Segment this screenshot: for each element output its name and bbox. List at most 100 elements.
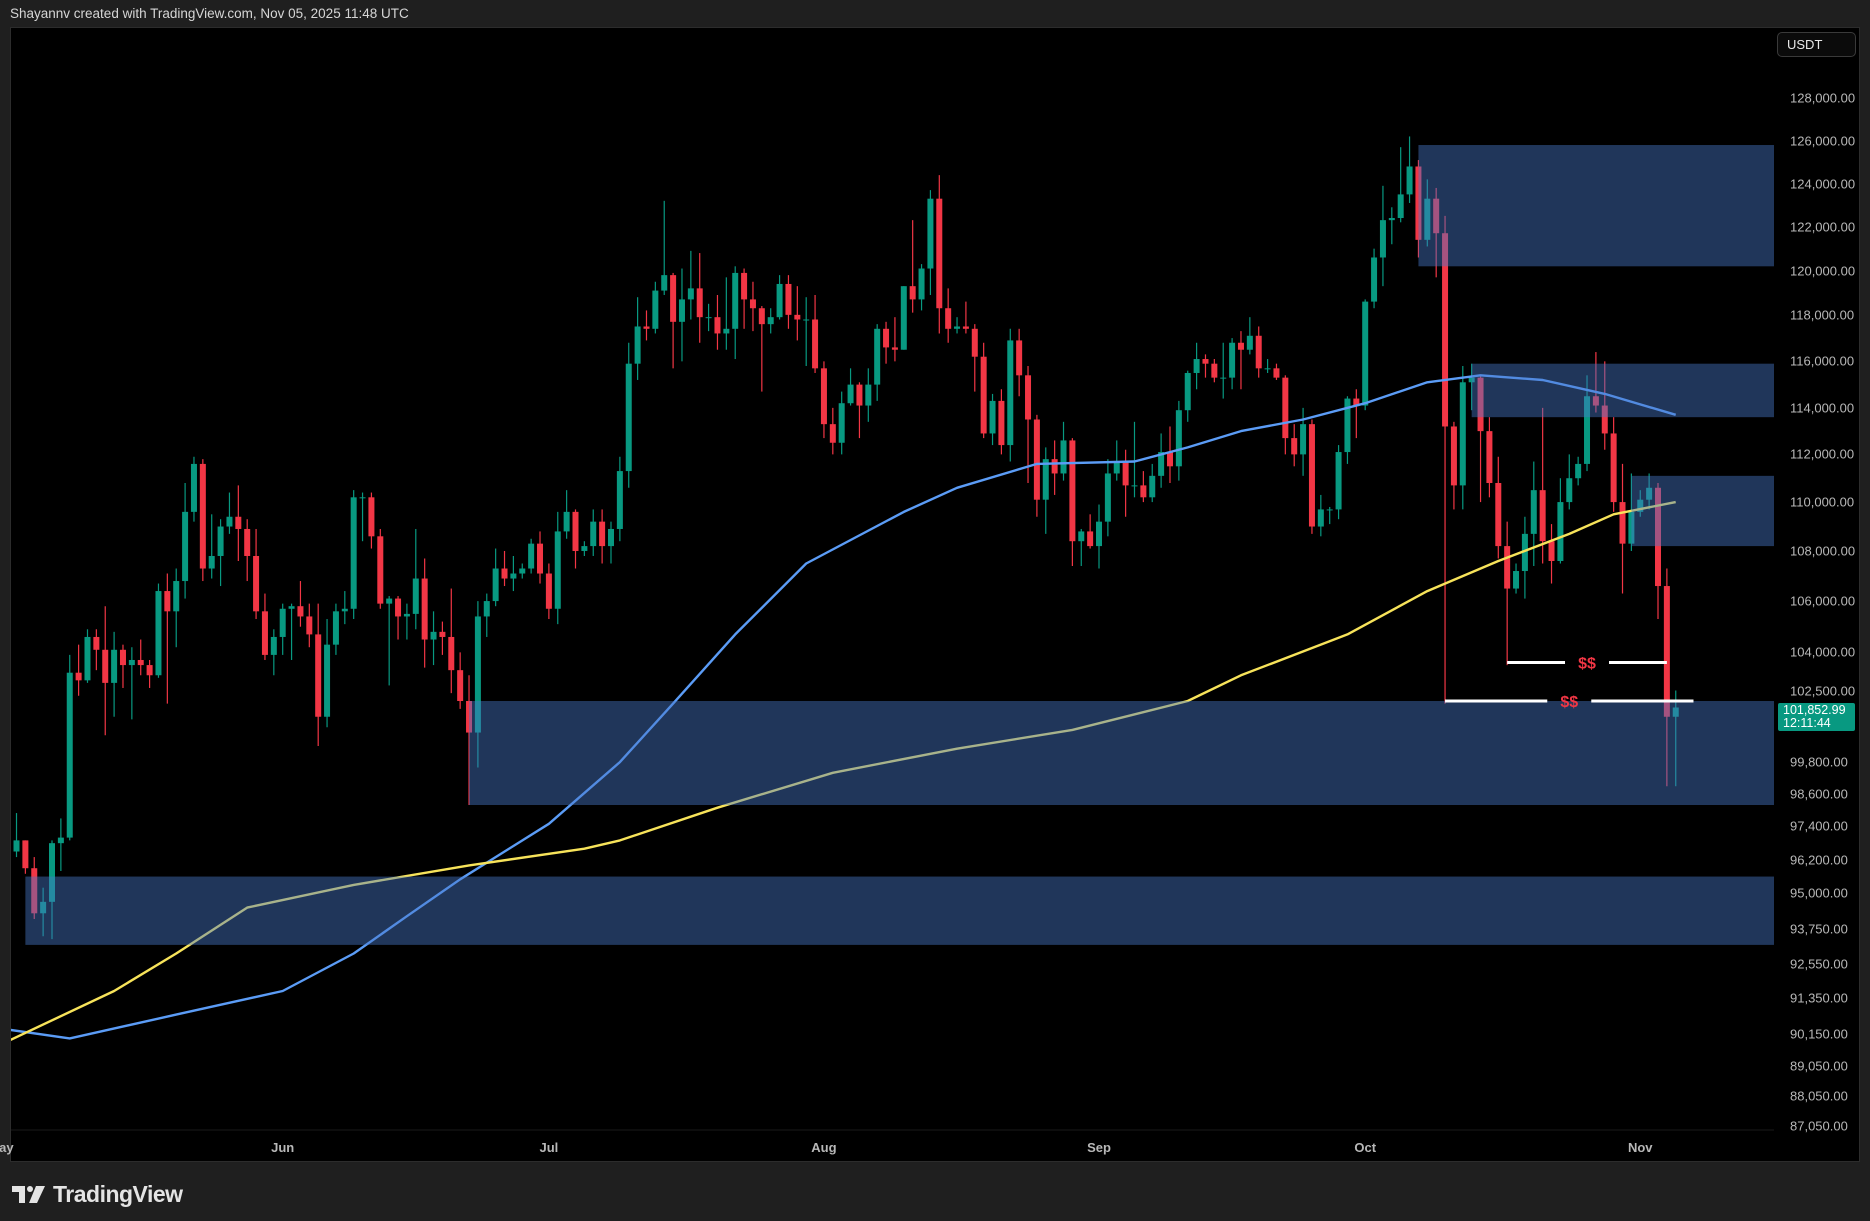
candle — [5, 826, 11, 919]
candle-body — [891, 347, 898, 350]
candle-body — [1220, 377, 1227, 379]
candle — [962, 301, 969, 334]
price-tick-label: 108,000.00 — [1790, 543, 1856, 559]
candle — [448, 588, 455, 694]
candle-body — [40, 901, 47, 914]
time-tick-label: Jun — [271, 1140, 295, 1155]
candle-body — [75, 672, 82, 681]
candle — [829, 407, 836, 455]
candle-body — [838, 403, 845, 443]
candle-body — [1397, 194, 1404, 219]
candle — [572, 509, 579, 569]
candle-body — [829, 424, 836, 443]
candle-body — [678, 299, 685, 322]
candle — [1069, 438, 1076, 567]
candle-body — [1158, 452, 1165, 476]
candle — [182, 483, 189, 599]
candle — [430, 611, 437, 666]
candle — [1175, 400, 1182, 481]
candle-body — [971, 328, 978, 357]
candle-body — [749, 299, 756, 309]
candle — [687, 250, 694, 320]
candle-body — [812, 319, 819, 369]
candle — [421, 558, 428, 668]
candle — [714, 294, 721, 350]
candle-body — [5, 852, 11, 917]
candle-body — [696, 288, 703, 318]
time-tick-label: Aug — [811, 1140, 837, 1155]
liquidity-line: $$ — [1507, 656, 1667, 673]
candle-body — [1539, 490, 1546, 542]
moving-average-blue — [11, 374, 1677, 1040]
candle-body — [1486, 431, 1493, 484]
candle — [1291, 424, 1298, 467]
candle — [377, 528, 384, 609]
candle — [359, 492, 366, 542]
tradingview-logo[interactable]: TradingView — [12, 1181, 183, 1208]
candle — [119, 644, 126, 688]
candle — [164, 573, 171, 704]
candle-body — [1424, 198, 1431, 240]
candle-body — [581, 546, 588, 551]
candle-body — [182, 511, 189, 582]
price-tick-label: 106,000.00 — [1790, 593, 1856, 609]
candle-body — [164, 591, 171, 612]
candle-body — [1193, 359, 1200, 373]
price-tick-label: 120,000.00 — [1790, 263, 1856, 279]
last-price-label: 101,852.99 12:11:44 — [1778, 703, 1855, 731]
supply-demand-zone — [1631, 475, 1774, 547]
candle-body — [528, 543, 535, 569]
candle-body — [1175, 410, 1182, 467]
candle-body — [270, 636, 277, 655]
candle — [1184, 370, 1191, 422]
candle-body — [466, 701, 473, 733]
candle-body — [217, 526, 224, 556]
candle — [253, 528, 260, 620]
candle-body — [980, 356, 987, 434]
candle — [581, 541, 588, 556]
candle-body — [48, 843, 55, 902]
candle-body — [368, 497, 375, 537]
candle-body — [1477, 377, 1484, 432]
candle-body — [723, 328, 730, 334]
candle — [1255, 326, 1262, 378]
candle-body — [962, 326, 969, 329]
candle-body — [820, 368, 827, 425]
candle — [785, 275, 792, 329]
candle — [865, 368, 872, 422]
candle — [945, 288, 952, 343]
candle-body — [412, 578, 419, 614]
candle — [66, 654, 73, 841]
candle — [208, 514, 215, 579]
candle-body — [430, 631, 437, 640]
candle-body — [1637, 499, 1644, 512]
candle-body — [918, 268, 925, 300]
candle-body — [190, 463, 197, 512]
candle — [1033, 414, 1040, 517]
currency-button[interactable]: USDT — [1777, 32, 1856, 57]
candle-body — [226, 516, 233, 527]
price-tick-label: 92,550.00 — [1790, 956, 1848, 972]
candle — [1371, 248, 1378, 309]
price-tick-label: 98,600.00 — [1790, 786, 1848, 802]
candle — [1592, 352, 1599, 413]
candle — [439, 621, 446, 655]
candle-body — [767, 317, 774, 325]
price-tick-label: 99,800.00 — [1790, 754, 1848, 770]
candle — [1122, 449, 1129, 517]
candle-body — [1016, 340, 1023, 376]
candle — [1025, 366, 1032, 484]
candle — [111, 631, 118, 717]
candle — [128, 647, 135, 720]
candle-body — [253, 555, 260, 612]
candle — [1282, 375, 1289, 455]
candle-body — [1521, 533, 1528, 572]
candle-body — [1663, 586, 1670, 717]
candle-body — [1264, 368, 1271, 370]
candle-body — [1202, 359, 1209, 364]
candle — [1202, 354, 1209, 378]
candle — [1663, 568, 1670, 787]
candle-body — [687, 288, 694, 300]
candle-body — [350, 497, 357, 609]
